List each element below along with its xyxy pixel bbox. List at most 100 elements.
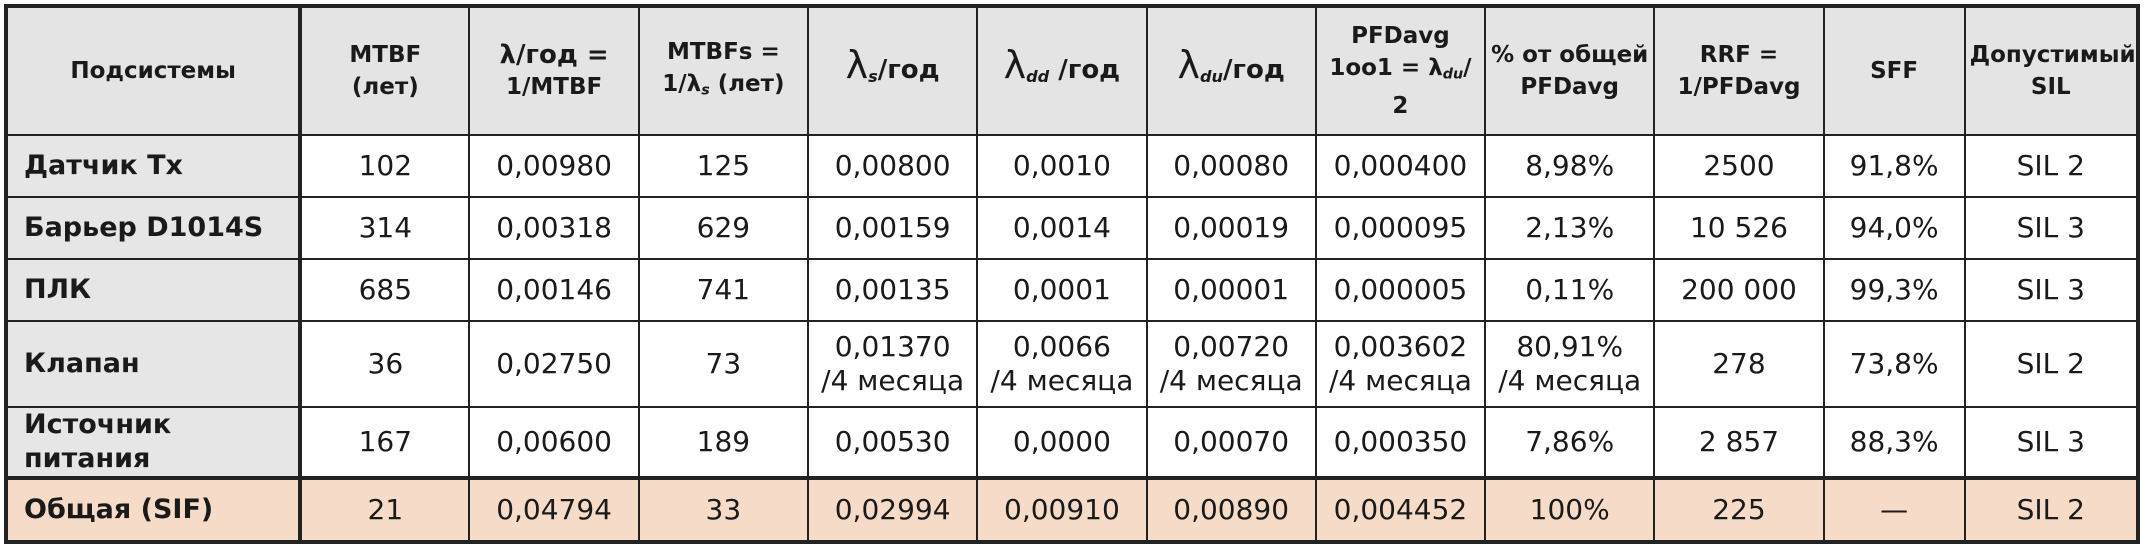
cell-mtbf: 314 xyxy=(299,196,471,260)
cell-line: 80,91% xyxy=(1516,330,1624,363)
cell-mtbf: 102 xyxy=(299,134,471,198)
cell-mtbf: 167 xyxy=(299,406,471,479)
cell-sil: SIL 2 xyxy=(1963,320,2140,408)
cell-sff: 94,0% xyxy=(1822,196,1966,260)
cell-lambda: 0,04794 xyxy=(468,476,640,543)
cell-pct-pfdavg: 7,86% xyxy=(1484,406,1656,479)
cell-line: /4 месяца xyxy=(1498,364,1642,397)
cell-lambda-dd: 0,0001 xyxy=(976,258,1148,322)
cell-rrf: 200 000 xyxy=(1653,258,1825,322)
cell-lambda-s: 0,01370/4 месяца xyxy=(806,320,979,408)
cell-pct-pfdavg: 8,98% xyxy=(1484,134,1656,198)
table-row: Клапан 36 0,02750 73 0,01370/4 месяца 0,0066/… xyxy=(4,320,2140,408)
cell-lambda-s: 0,00135 xyxy=(806,258,979,322)
subsystem-name-cell: Датчик Tx xyxy=(4,134,303,198)
header-lambda-dd: λdd /год xyxy=(976,5,1148,136)
cell-sil: SIL 3 xyxy=(1963,258,2140,322)
cell-lambda-s: 0,00159 xyxy=(806,196,979,260)
cell-mtbf: 685 xyxy=(299,258,471,322)
cell-sil: SIL 3 xyxy=(1963,196,2140,260)
cell-pfdavg: 0,000005 xyxy=(1314,258,1487,322)
table-body: Датчик Tx 102 0,00980 125 0,00800 0,0010 0,000… xyxy=(4,134,2140,543)
cell-rrf: 278 xyxy=(1653,320,1825,408)
cell-pfdavg: 0,000400 xyxy=(1314,134,1487,198)
subsystem-name-cell: Общая (SIF) xyxy=(4,476,303,543)
cell-pfdavg: 0,003602/4 месяца xyxy=(1314,320,1487,408)
table-row: Датчик Tx 102 0,00980 125 0,00800 0,0010 0,000… xyxy=(4,134,2140,198)
header-pct-pfdavg: % от общей PFDavg xyxy=(1484,5,1656,136)
cell-pfdavg: 0,004452 xyxy=(1314,476,1487,543)
header-lambda: λ/год = 1/MTBF xyxy=(468,5,640,136)
subsystem-name-cell: Клапан xyxy=(4,320,303,408)
cell-line: /4 месяца xyxy=(1159,364,1303,397)
cell-mtbfs: 33 xyxy=(637,476,810,543)
cell-mtbf: 21 xyxy=(299,476,471,543)
table-row: ПЛК 685 0,00146 741 0,00135 0,0001 0,00001 0,00… xyxy=(4,258,2140,322)
cell-rrf: 2 857 xyxy=(1653,406,1825,479)
cell-lambda-du: 0,00070 xyxy=(1145,406,1317,479)
cell-lambda-du: 0,00890 xyxy=(1145,476,1317,543)
header-mtbf: MTBF (лет) xyxy=(299,5,471,136)
cell-mtbfs: 125 xyxy=(637,134,810,198)
cell-sil: SIL 2 xyxy=(1963,134,2140,198)
table-row: Источник питания 167 0,00600 189 0,00530 0,00… xyxy=(4,406,2140,479)
subsystem-name-cell: ПЛК xyxy=(4,258,303,322)
header-row: Подсистемы MTBF (лет) λ/год = 1/MTBF MTB… xyxy=(4,5,2140,136)
reliability-table: Подсистемы MTBF (лет) λ/год = 1/MTBF MTB… xyxy=(4,4,2140,544)
cell-mtbfs: 629 xyxy=(637,196,810,260)
table-row: Барьер D1014S 314 0,00318 629 0,00159 0,0014 0… xyxy=(4,196,2140,260)
cell-sil: SIL 3 xyxy=(1963,406,2140,479)
cell-line: 0,003602 xyxy=(1333,330,1468,363)
cell-rrf: 2500 xyxy=(1653,134,1825,198)
table-row: Общая (SIF) 21 0,04794 33 0,02994 0,00910 0,00… xyxy=(4,476,2140,543)
cell-sff: 91,8% xyxy=(1822,134,1966,198)
cell-pfdavg: 0,000350 xyxy=(1314,406,1487,479)
cell-lambda-du: 0,00080 xyxy=(1145,134,1317,198)
cell-mtbf: 36 xyxy=(299,320,471,408)
cell-line: /4 месяца xyxy=(821,364,965,397)
cell-lambda: 0,02750 xyxy=(468,320,640,408)
cell-lambda: 0,00980 xyxy=(468,134,640,198)
cell-rrf: 225 xyxy=(1653,476,1825,543)
cell-sil: SIL 2 xyxy=(1963,476,2140,543)
cell-lambda: 0,00318 xyxy=(468,196,640,260)
cell-pfdavg: 0,000095 xyxy=(1314,196,1487,260)
header-mtbfs: MTBFs = 1/λs (лет) xyxy=(637,5,810,136)
cell-pct-pfdavg: 80,91%/4 месяца xyxy=(1484,320,1656,408)
header-pfdavg: PFDavg 1oo1 = λdu/ 2 xyxy=(1314,5,1487,136)
cell-mtbfs: 741 xyxy=(637,258,810,322)
header-rrf: RRF = 1/PFDavg xyxy=(1653,5,1825,136)
cell-pct-pfdavg: 100% xyxy=(1484,476,1656,543)
cell-lambda-du: 0,00019 xyxy=(1145,196,1317,260)
cell-mtbfs: 73 xyxy=(637,320,810,408)
cell-line: 0,0066 xyxy=(1012,330,1111,363)
cell-lambda: 0,00146 xyxy=(468,258,640,322)
cell-lambda-du: 0,00720/4 месяца xyxy=(1145,320,1317,408)
cell-pct-pfdavg: 2,13% xyxy=(1484,196,1656,260)
cell-rrf: 10 526 xyxy=(1653,196,1825,260)
cell-line: 0,00720 xyxy=(1173,330,1290,363)
cell-line: /4 месяца xyxy=(990,364,1134,397)
cell-sff: 99,3% xyxy=(1822,258,1966,322)
cell-sff: — xyxy=(1822,476,1966,543)
header-sff: SFF xyxy=(1822,5,1966,136)
cell-mtbfs: 189 xyxy=(637,406,810,479)
cell-lambda-dd: 0,0000 xyxy=(976,406,1148,479)
cell-lambda-s: 0,00800 xyxy=(806,134,979,198)
cell-lambda-s: 0,02994 xyxy=(806,476,979,543)
cell-lambda-s: 0,00530 xyxy=(806,406,979,479)
cell-sff: 88,3% xyxy=(1822,406,1966,479)
cell-line: 0,01370 xyxy=(834,330,951,363)
subsystem-name-cell: Барьер D1014S xyxy=(4,196,303,260)
table-wrapper: Подсистемы MTBF (лет) λ/год = 1/MTBF MTB… xyxy=(4,4,2140,544)
cell-line: /4 месяца xyxy=(1328,364,1472,397)
cell-lambda-dd: 0,00910 xyxy=(976,476,1148,543)
header-sil: Допустимый SIL xyxy=(1963,5,2140,136)
cell-sff: 73,8% xyxy=(1822,320,1966,408)
header-lambda-s: λs/год xyxy=(806,5,979,136)
cell-lambda-du: 0,00001 xyxy=(1145,258,1317,322)
cell-lambda-dd: 0,0066/4 месяца xyxy=(976,320,1148,408)
cell-lambda: 0,00600 xyxy=(468,406,640,479)
header-lambda-du: λdu/год xyxy=(1145,5,1317,136)
header-subsystems: Подсистемы xyxy=(4,5,303,136)
